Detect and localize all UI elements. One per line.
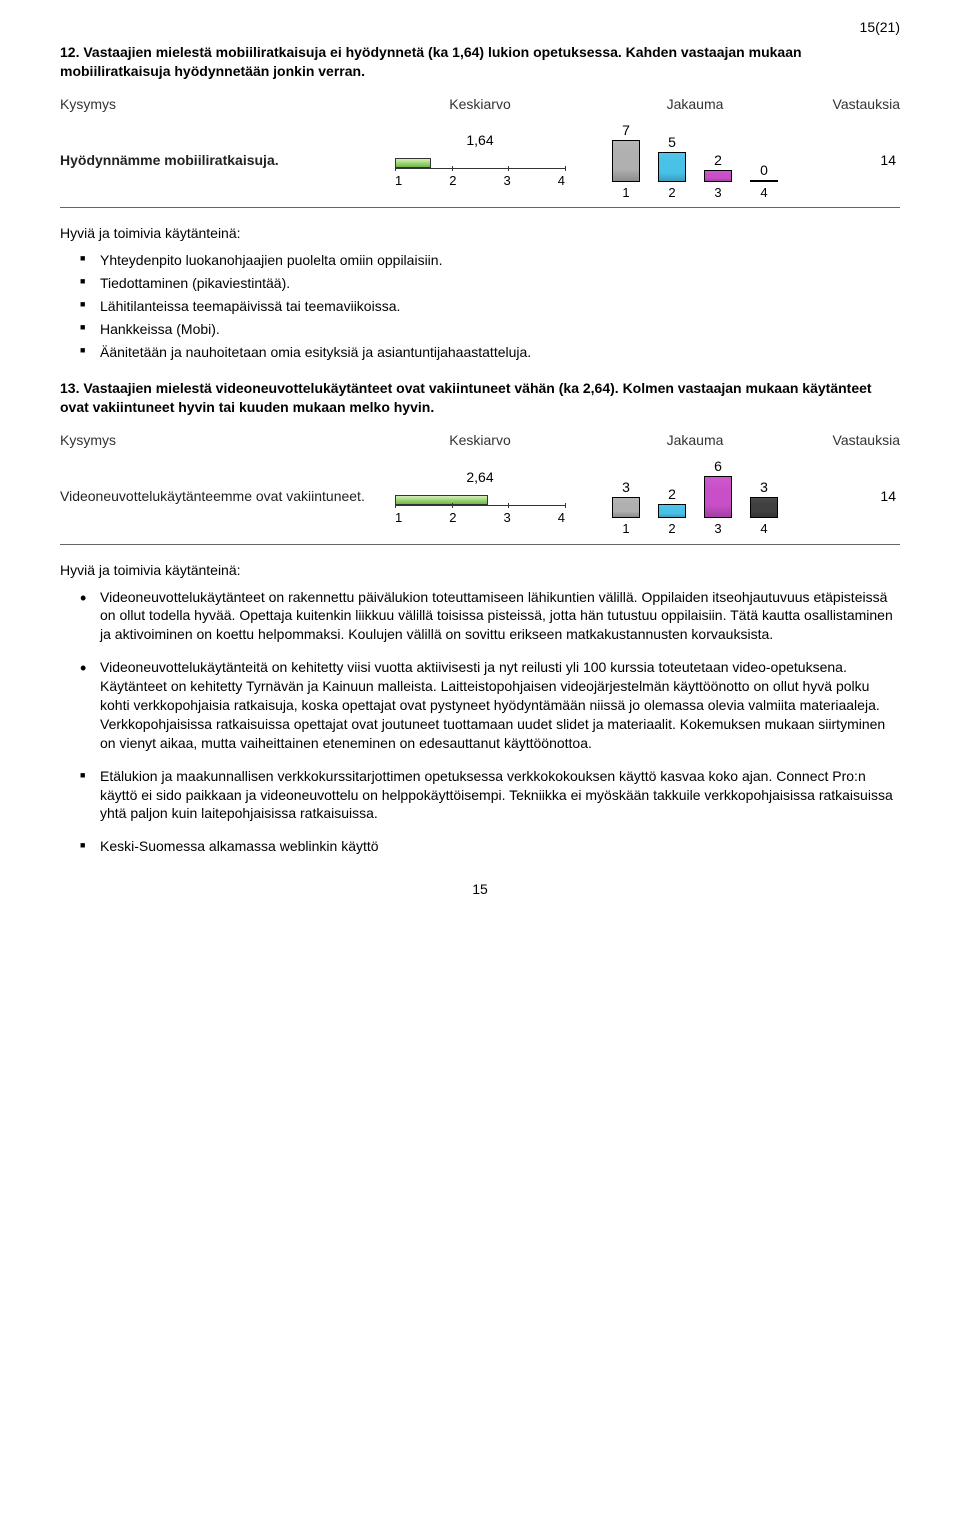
dist-bar: 0 [746,161,782,182]
list-item: ■Etälukion ja maakunnallisen verkkokurss… [100,767,900,824]
responses-value: 14 [810,487,900,506]
col-header-question: Kysymys [60,431,380,450]
section-13-heading: 13. Vastaajien mielestä videoneuvotteluk… [60,379,900,417]
col-header-responses: Vastauksia [810,95,900,114]
good-practices-label-13: Hyviä ja toimivia käytänteinä: [60,561,900,580]
col-header-responses: Vastauksia [810,431,900,450]
bullet-list-12: Yhteydenpito luokanohjaajien puolelta om… [60,251,900,361]
list-item: Tiedottaminen (pikaviestintää). [100,274,900,293]
page-number-bottom: 15 [60,880,900,899]
col-header-avg: Keskiarvo [380,95,580,114]
list-item: Hankkeissa (Mobi). [100,320,900,339]
dist-chart: 3263 1234 [590,456,800,538]
section-12-heading: 12. Vastaajien mielestä mobiiliratkaisuj… [60,43,900,81]
avg-gauge: 1,64 1234 [395,131,565,189]
dist-bar: 2 [654,485,690,518]
col-header-question: Kysymys [60,95,380,114]
list-item: Yhteydenpito luokanohjaajien puolelta om… [100,251,900,270]
good-practices-label-12: Hyviä ja toimivia käytänteinä: [60,224,900,243]
dist-bar: 7 [608,121,644,182]
chart-question: Videoneuvottelukäytänteemme ovat vakiint… [60,487,380,506]
col-header-avg: Keskiarvo [380,431,580,450]
bullet-list-13: Videoneuvottelukäytänteet on rakennettu … [60,588,900,857]
list-item: Videoneuvottelukäytänteitä on kehitetty … [100,658,900,752]
chart-12: Kysymys Keskiarvo Jakauma Vastauksia Hyö… [60,95,900,208]
dist-bar: 2 [700,151,736,182]
list-item: Äänitetään ja nauhoitetaan omia esityksi… [100,343,900,362]
page-number-top: 15(21) [60,18,900,37]
col-header-dist: Jakauma [580,95,810,114]
chart-13: Kysymys Keskiarvo Jakauma Vastauksia Vid… [60,431,900,544]
dist-chart: 7520 1234 [590,120,800,202]
list-item: ■Keski-Suomessa alkamassa weblinkin käyt… [100,837,900,856]
avg-label: 1,64 [395,131,565,150]
responses-value: 14 [810,151,900,170]
dist-bar: 6 [700,457,736,518]
list-item: Videoneuvottelukäytänteet on rakennettu … [100,588,900,645]
avg-gauge: 2,64 1234 [395,468,565,526]
col-header-dist: Jakauma [580,431,810,450]
avg-label: 2,64 [395,468,565,487]
dist-bar: 3 [608,478,644,518]
list-item: Lähitilanteissa teemapäivissä tai teemav… [100,297,900,316]
chart-question: Hyödynnämme mobiiliratkaisuja. [60,151,380,170]
dist-bar: 3 [746,478,782,518]
dist-bar: 5 [654,133,690,182]
